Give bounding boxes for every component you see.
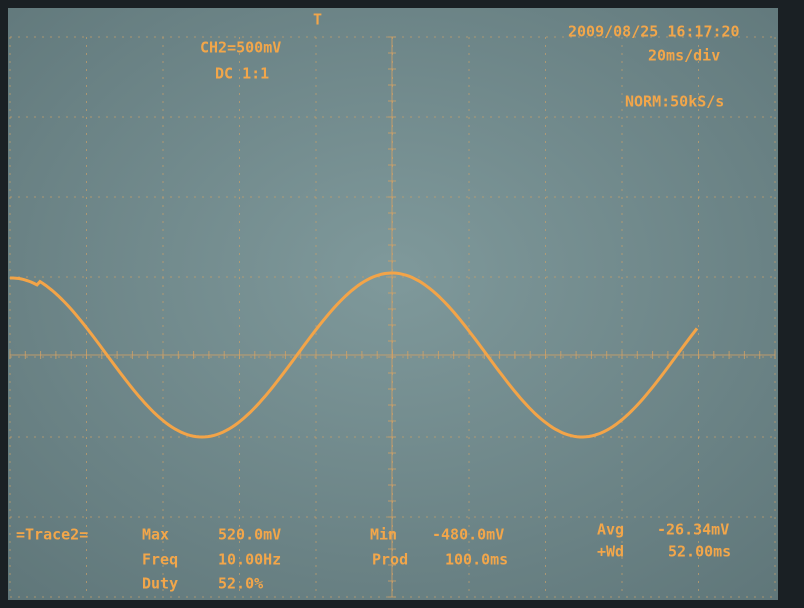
measure-value: 52.00ms — [668, 543, 731, 561]
channel-scale: CH2=500mV — [200, 39, 281, 57]
measure-label: Avg — [597, 521, 624, 539]
measure-label: Max — [142, 526, 169, 544]
measure-label: +Wd — [597, 543, 624, 561]
acquisition-mode: NORM:50kS/s — [625, 93, 724, 111]
measure-label: Prod — [372, 551, 408, 569]
timebase: 20ms/div — [648, 47, 720, 65]
measure-value: 520.0mV — [218, 526, 281, 544]
measure-label: Freq — [142, 551, 178, 569]
measure-label: Duty — [142, 575, 178, 593]
measure-value: -480.0mV — [432, 526, 504, 544]
measure-value: 10.00Hz — [218, 551, 281, 569]
graticule — [9, 36, 776, 598]
measure-label: Min — [370, 526, 397, 544]
measure-value: 100.0ms — [445, 551, 508, 569]
coupling: DC 1:1 — [215, 65, 269, 83]
trace-label: =Trace2= — [16, 526, 88, 544]
datetime: 2009/08/25 16:17:20 — [568, 23, 740, 41]
waveform — [10, 271, 699, 439]
measure-value: 52.0% — [218, 575, 263, 593]
trigger-marker: T — [313, 11, 322, 29]
measure-value: -26.34mV — [657, 521, 729, 539]
